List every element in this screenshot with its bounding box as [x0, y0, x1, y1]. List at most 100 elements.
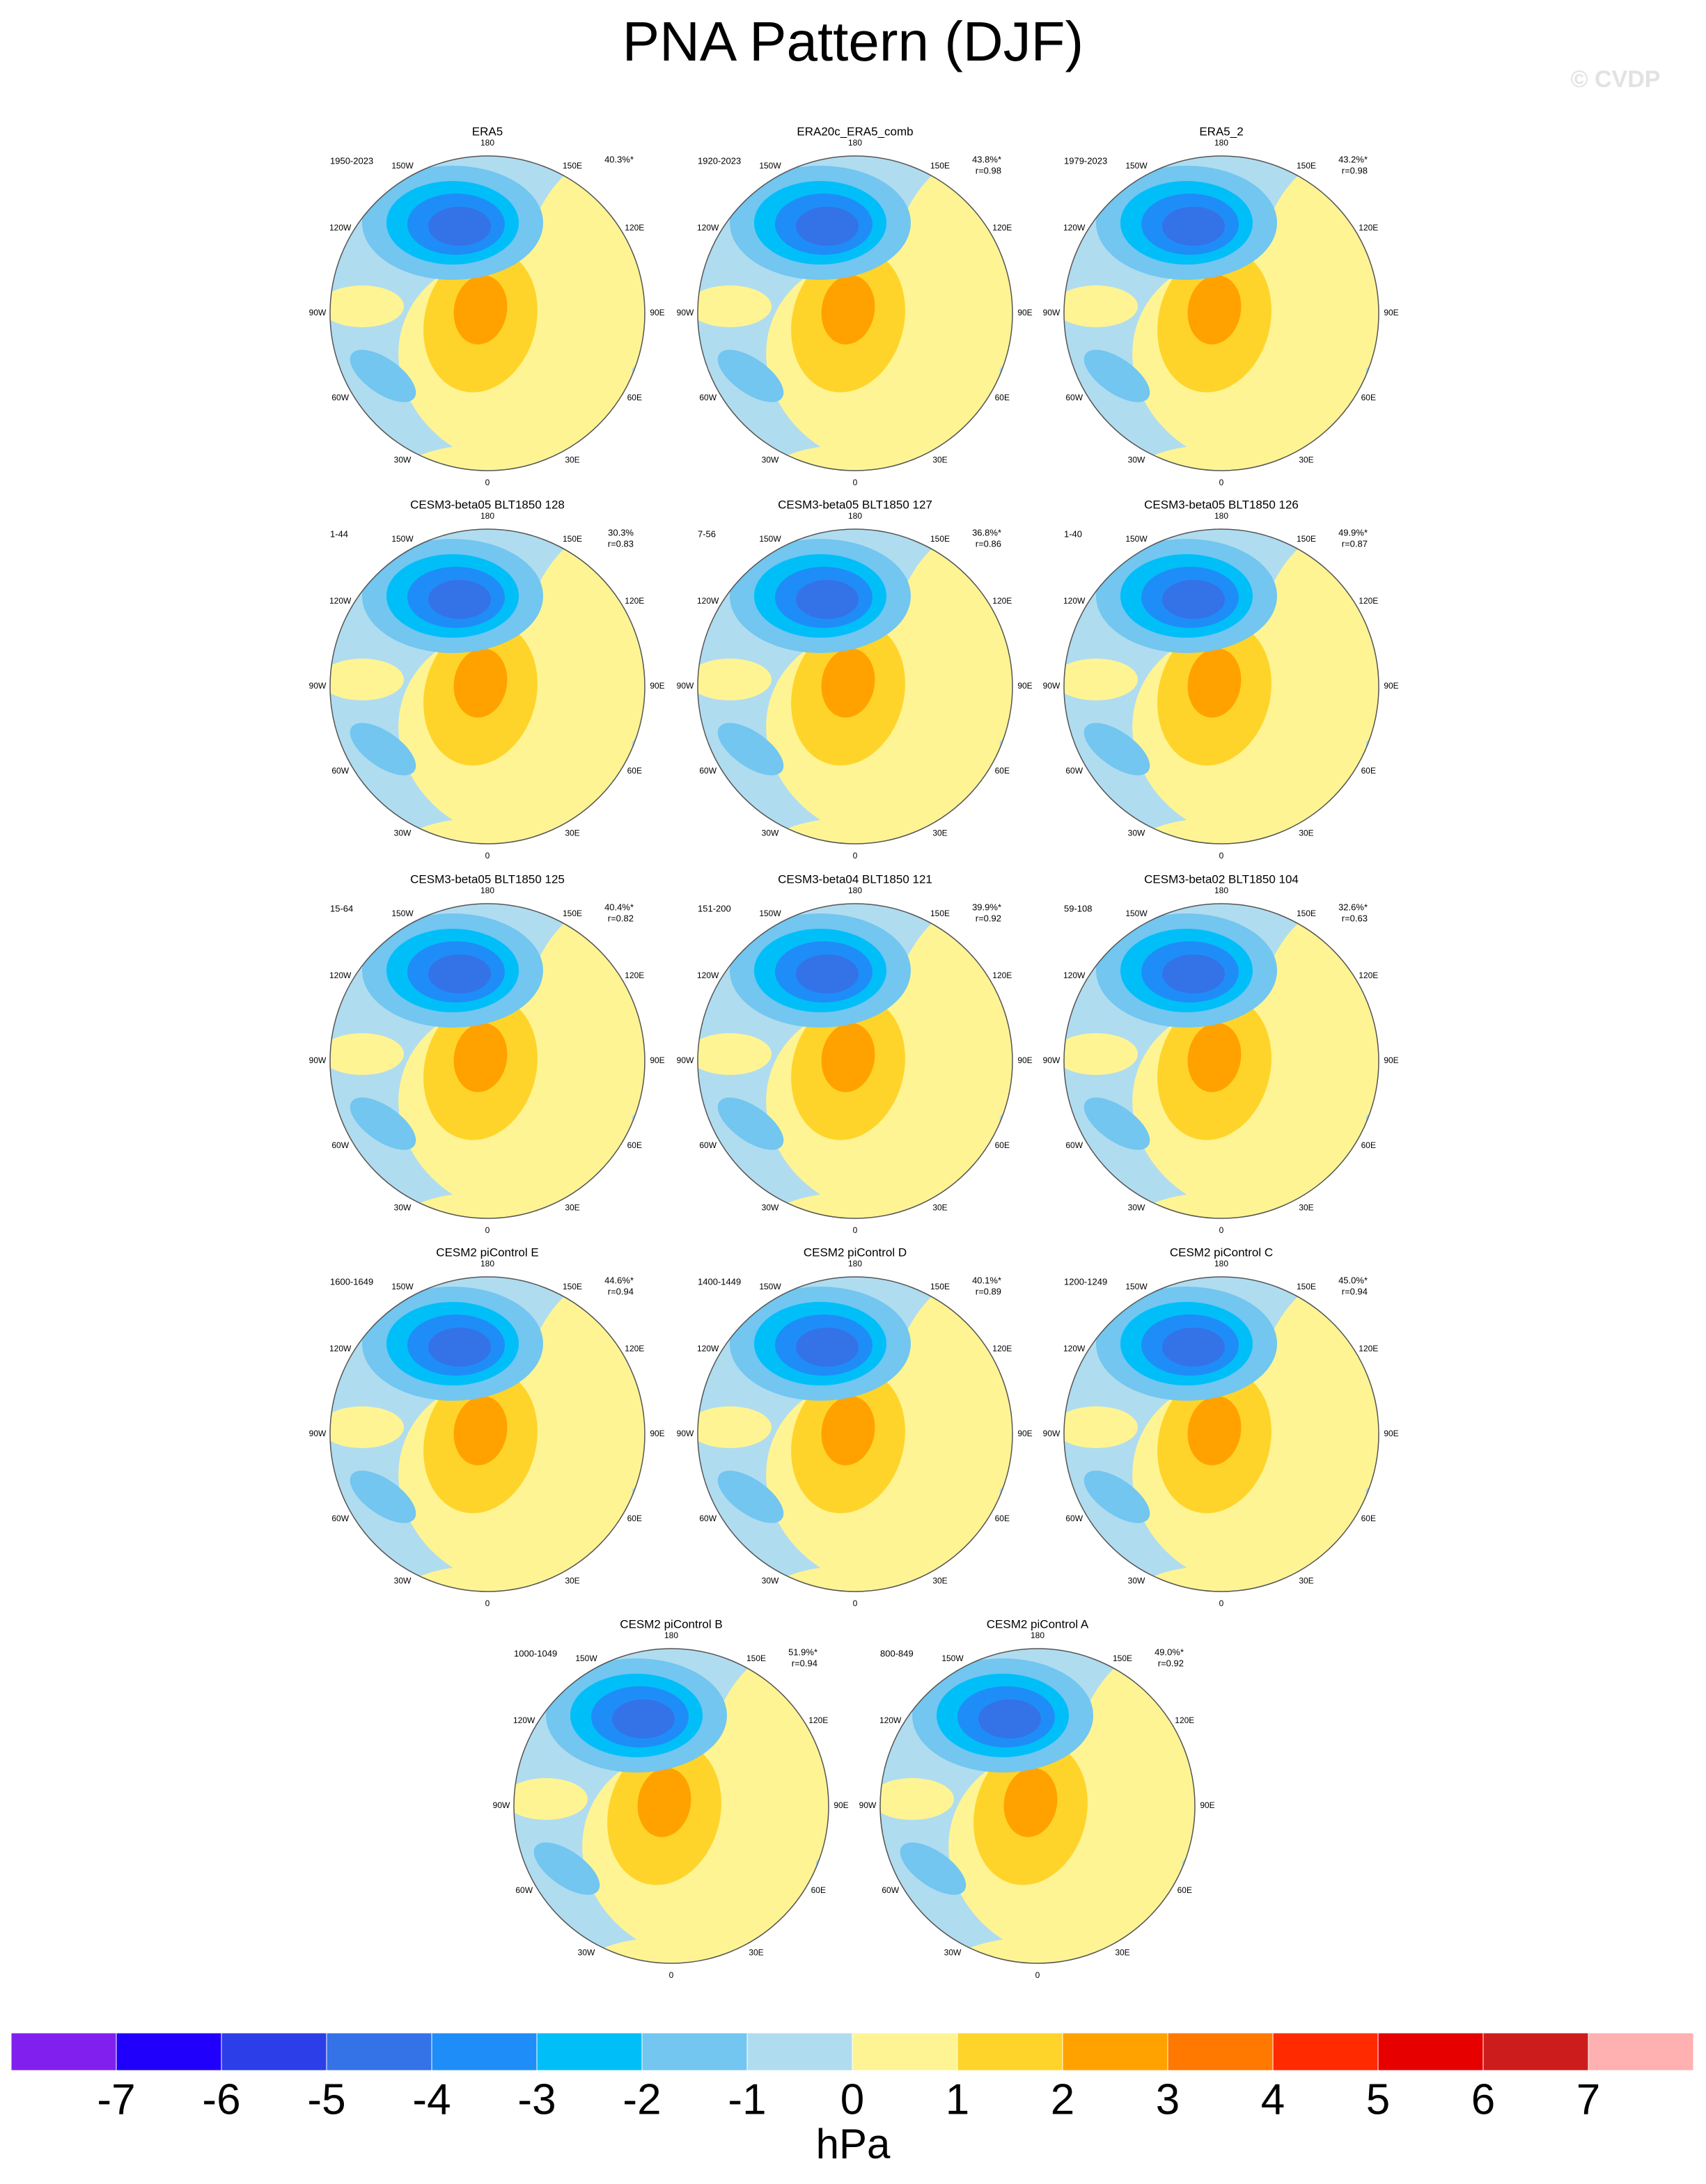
longitude-label: 90E: [1384, 681, 1398, 691]
map-border: [1063, 1276, 1379, 1592]
longitude-label: 60E: [995, 393, 1010, 402]
longitude-label: 150W: [1125, 1282, 1148, 1291]
longitude-label: 150E: [1297, 909, 1316, 918]
contour-region: [612, 1699, 675, 1738]
variance-label: 36.8%*: [972, 527, 1001, 537]
longitude-label: 30E: [565, 828, 579, 838]
contour-region: [758, 819, 925, 844]
period-label: 59-108: [1064, 903, 1092, 913]
contour-region: [1187, 648, 1242, 718]
period-label: 1-44: [330, 528, 348, 539]
contour-region: [453, 1396, 508, 1466]
longitude-label: 90E: [1017, 681, 1032, 691]
longitude-label: 60E: [995, 1514, 1010, 1523]
longitude-label: 120W: [697, 1344, 719, 1353]
contour-region: [350, 1470, 416, 1523]
contour-region: [1003, 1768, 1058, 1837]
longitude-label: 30W: [1128, 1202, 1145, 1212]
longitude-label: 120W: [329, 596, 352, 606]
map-border: [1063, 528, 1379, 844]
longitude-label: 0: [1219, 478, 1224, 487]
longitude-label: 150E: [563, 909, 582, 918]
longitude-label: 90W: [677, 681, 694, 691]
longitude-label: 60E: [811, 1885, 826, 1895]
panel-title: CESM3-beta05 BLT1850 125: [410, 872, 565, 886]
correlation-label: r=0.86: [976, 538, 1001, 549]
longitude-label: 150W: [759, 161, 781, 171]
longitude-label: 150W: [1125, 161, 1148, 171]
longitude-label: 180: [848, 138, 862, 148]
longitude-label: 60W: [331, 393, 349, 402]
longitude-label: 30E: [932, 1576, 947, 1585]
contour-region: [796, 1328, 859, 1367]
colorbar-tick-label: -4: [412, 2075, 451, 2123]
map-panel: ERA20c_ERA5_comb 1920-2023 43.8%*r=0.98 180…: [677, 125, 1033, 487]
map-panel: CESM3-beta05 BLT1850 125 15-64 40.4%*r=0.8…: [309, 872, 665, 1235]
color-box: [641, 2032, 748, 2071]
longitude-label: 90E: [1017, 1055, 1032, 1065]
contour-region: [698, 1406, 772, 1448]
longitude-label: 120W: [513, 1715, 535, 1725]
panel-title: ERA5_2: [1199, 125, 1243, 138]
longitude-label: 150W: [575, 1653, 597, 1663]
longitude-label: 60E: [1361, 1514, 1376, 1523]
colorbar-unit: hPa: [816, 2121, 891, 2167]
panel-title: CESM2 piControl C: [1170, 1246, 1273, 1259]
longitude-label: 60W: [515, 1885, 533, 1895]
contour-region: [1162, 580, 1225, 619]
period-label: 15-64: [330, 903, 353, 913]
longitude-label: 60W: [331, 766, 349, 776]
longitude-label: 150W: [391, 161, 414, 171]
longitude-label: 150W: [391, 909, 414, 918]
map-panel: ERA5_2 1979-2023 43.2%*r=0.98 180 150E 120E 90…: [1043, 125, 1399, 487]
longitude-label: 60W: [699, 1514, 717, 1523]
contour-region: [390, 1193, 557, 1218]
longitude-label: 30E: [1299, 1576, 1313, 1585]
contour-region: [330, 1406, 404, 1448]
longitude-label: 60W: [331, 1140, 349, 1150]
colorbar-tick-label: -6: [202, 2075, 240, 2123]
longitude-label: 0: [485, 1225, 490, 1235]
contour-region: [698, 659, 772, 700]
contour-region: [330, 1033, 404, 1075]
longitude-label: 150E: [563, 161, 582, 171]
period-label: 1979-2023: [1064, 155, 1107, 166]
longitude-label: 90W: [1043, 1429, 1061, 1438]
longitude-label: 0: [485, 1598, 490, 1608]
longitude-label: 60E: [627, 1140, 642, 1150]
longitude-label: 150E: [1297, 1282, 1316, 1291]
longitude-label: 150E: [930, 161, 950, 171]
longitude-label: 120E: [992, 223, 1012, 233]
correlation-label: r=0.92: [976, 913, 1001, 923]
contour-region: [1124, 446, 1291, 471]
contour-region: [428, 1328, 491, 1367]
longitude-label: 30W: [394, 455, 412, 464]
panel-title: CESM3-beta05 BLT1850 126: [1144, 498, 1299, 511]
longitude-label: 90W: [309, 1429, 327, 1438]
longitude-label: 120E: [808, 1715, 828, 1725]
longitude-label: 90W: [1043, 308, 1061, 317]
longitude-label: 30E: [1299, 1202, 1313, 1212]
longitude-label: 120E: [1359, 971, 1378, 980]
correlation-label: r=0.83: [608, 538, 634, 549]
period-label: 1200-1249: [1064, 1276, 1107, 1287]
longitude-label: 60W: [331, 1514, 349, 1523]
colorbar-tick-label: -5: [307, 2075, 345, 2123]
map-panel: CESM3-beta04 BLT1850 121 151-200 39.9%*r=0…: [677, 872, 1033, 1235]
longitude-label: 60W: [1065, 1140, 1083, 1150]
contour-region: [717, 349, 784, 402]
map-border: [697, 528, 1013, 844]
map-field: [330, 904, 645, 1218]
contour-region: [821, 1023, 875, 1092]
variance-label: 43.2%*: [1338, 154, 1368, 164]
color-box: [1377, 2032, 1484, 2071]
color-box: [1167, 2032, 1274, 2071]
period-label: 7-56: [698, 528, 716, 539]
map-panel: ERA5 1950-2023 40.3%* 180 150E 120E 90E 60E 30E 0…: [309, 125, 665, 487]
longitude-label: 180: [1031, 1631, 1044, 1640]
map-panel: CESM2 piControl A 800-849 49.0%*r=0.92 180 1…: [859, 1617, 1215, 1980]
map-field: [330, 156, 645, 471]
contour-region: [1124, 819, 1291, 844]
longitude-label: 180: [480, 1259, 494, 1268]
longitude-label: 120E: [625, 596, 644, 606]
